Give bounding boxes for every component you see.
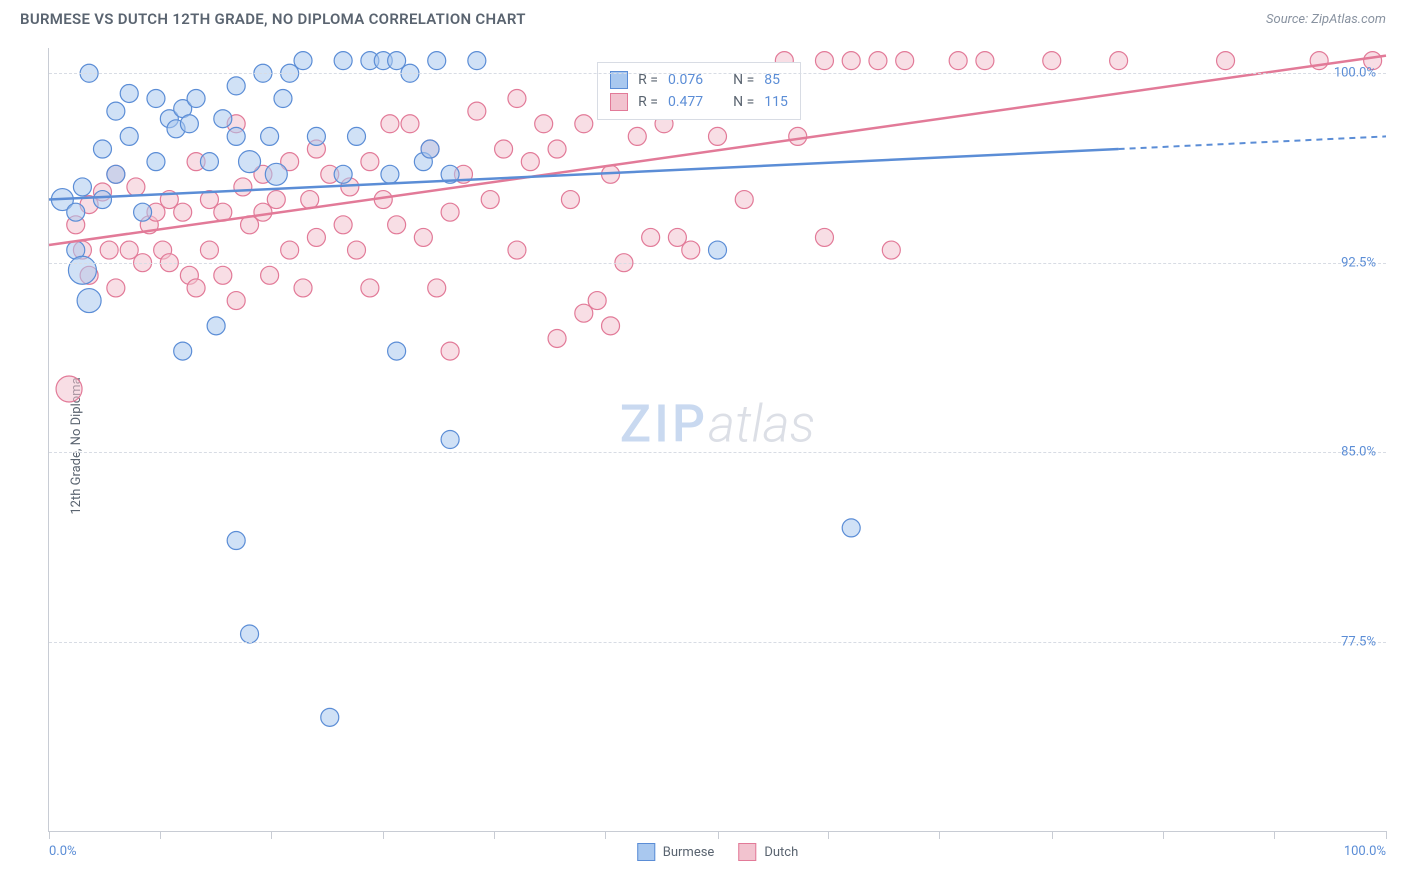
legend-label-burmese: Burmese <box>663 845 715 860</box>
x-tick <box>494 831 495 839</box>
stats-r-label: R = <box>638 72 658 88</box>
x-tick <box>605 831 606 839</box>
stats-n-label: N = <box>733 72 754 88</box>
x-tick <box>1274 831 1275 839</box>
x-tick <box>49 831 50 839</box>
gridline <box>49 73 1386 74</box>
x-tick <box>271 831 272 839</box>
y-tick-label: 85.0% <box>1341 445 1376 460</box>
chart-plot-area: ZIPatlas R = 0.076 N = 85 R = 0.477 N = … <box>48 48 1386 832</box>
x-tick <box>828 831 829 839</box>
legend-item-burmese: Burmese <box>637 843 715 861</box>
stats-n-label: N = <box>733 94 754 110</box>
x-tick <box>939 831 940 839</box>
stats-swatch-dutch <box>610 93 628 111</box>
y-tick-label: 92.5% <box>1341 255 1376 270</box>
gridline <box>49 642 1386 643</box>
correlation-stats-box: R = 0.076 N = 85 R = 0.477 N = 115 <box>597 62 801 120</box>
legend-swatch-burmese <box>637 843 655 861</box>
legend-swatch-dutch <box>738 843 756 861</box>
stats-r-value-burmese: 0.076 <box>668 72 703 88</box>
x-axis-max-label: 100.0% <box>1344 844 1386 859</box>
legend-item-dutch: Dutch <box>738 843 798 861</box>
stats-r-value-dutch: 0.477 <box>668 94 703 110</box>
x-tick <box>718 831 719 839</box>
y-tick-label: 100.0% <box>1334 66 1376 81</box>
stats-n-value-burmese: 85 <box>764 72 780 88</box>
chart-header: BURMESE VS DUTCH 12TH GRADE, NO DIPLOMA … <box>0 0 1406 36</box>
x-tick <box>1386 831 1387 839</box>
legend-label-dutch: Dutch <box>764 845 798 860</box>
chart-title: BURMESE VS DUTCH 12TH GRADE, NO DIPLOMA … <box>20 10 526 28</box>
x-tick <box>160 831 161 839</box>
stats-r-label: R = <box>638 94 658 110</box>
bottom-legend: Burmese Dutch <box>637 843 799 861</box>
stats-row-dutch: R = 0.477 N = 115 <box>610 91 788 113</box>
x-tick <box>1163 831 1164 839</box>
x-tick <box>383 831 384 839</box>
x-axis-min-label: 0.0% <box>49 844 77 859</box>
stats-n-value-dutch: 115 <box>764 94 788 110</box>
x-tick <box>1052 831 1053 839</box>
gridline <box>49 263 1386 264</box>
scatter-plot-svg <box>49 48 1386 831</box>
chart-source: Source: ZipAtlas.com <box>1266 12 1386 27</box>
gridline <box>49 452 1386 453</box>
y-tick-label: 77.5% <box>1341 634 1376 649</box>
